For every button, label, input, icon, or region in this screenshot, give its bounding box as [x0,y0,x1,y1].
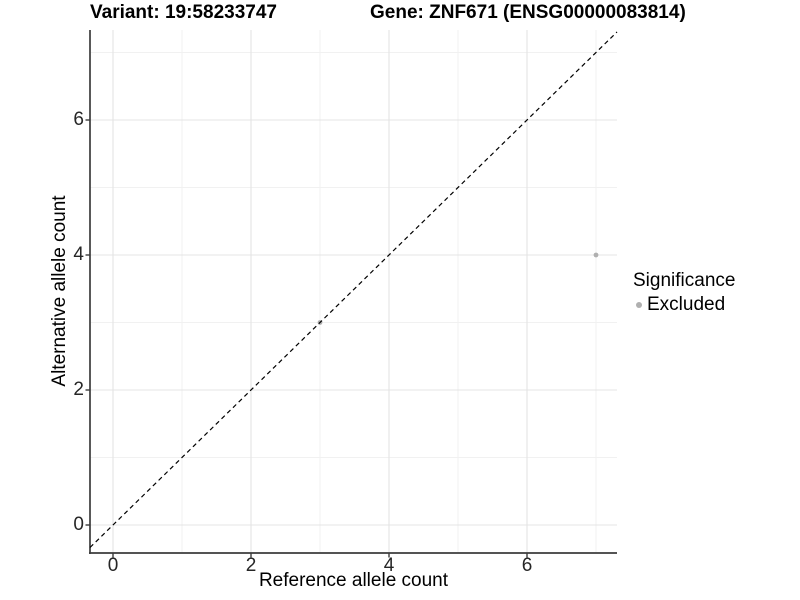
legend-item-excluded: Excluded [633,294,735,316]
legend-item-label: Excluded [647,294,726,315]
y-tick-label: 6 [73,109,84,130]
identity-reference-line [89,31,618,548]
x-tick-label: 0 [107,555,119,576]
y-tick-label: 2 [73,379,84,400]
legend-title: Significance [633,270,736,291]
data-point [593,252,599,258]
gene-title: Gene: ZNF671 (ENSG00000083814) [370,2,686,23]
legend: Significance Excluded [633,270,735,316]
y-axis-title: Alternative allele count [49,195,70,387]
legend-key-dot-icon [636,302,642,308]
variant-title: Variant: 19:58233747 [90,2,277,23]
y-tick-label: 4 [73,244,84,265]
x-axis-title: Reference allele count [258,570,449,591]
x-tick-label: 2 [245,555,257,576]
x-tick-label: 4 [383,555,395,576]
y-tick-label: 0 [73,514,84,535]
x-tick-label: 6 [521,555,533,576]
